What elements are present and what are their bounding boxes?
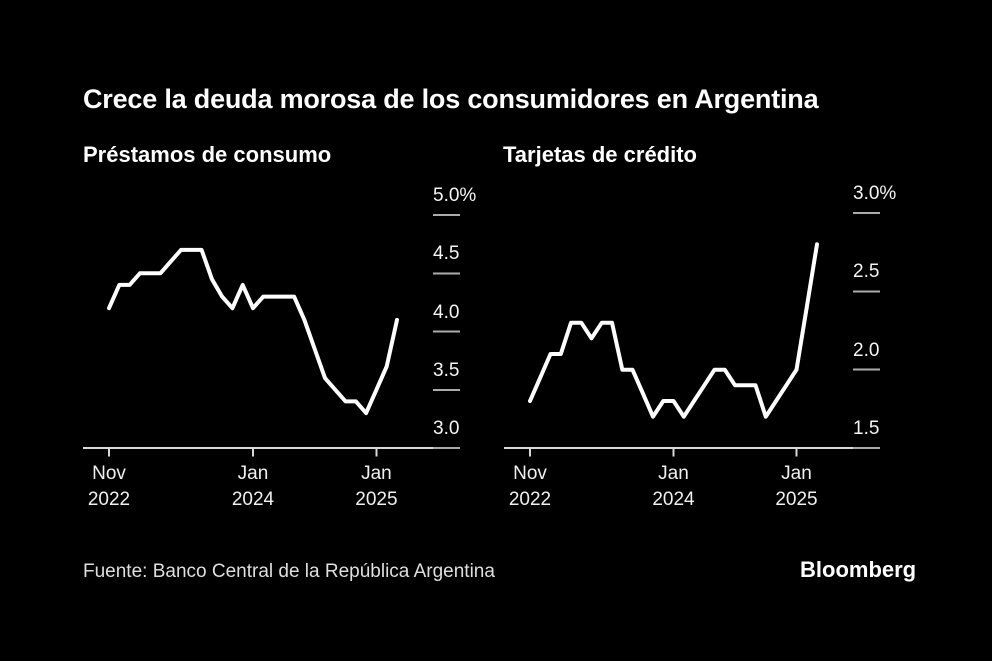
- y-tick-label: 4.5: [433, 243, 460, 265]
- source-text: Fuente: Banco Central de la República Ar…: [83, 561, 495, 582]
- y-tick-label: 2.0: [853, 339, 880, 361]
- data-line-prestamos: [107, 247, 399, 416]
- panel-title-prestamos-de-consumo: Préstamos de consumo: [83, 142, 332, 167]
- x-tick-label-month: Jan: [658, 463, 689, 484]
- x-tick-label: Jan 2024: [652, 461, 694, 513]
- x-tick-label-year: 2024: [652, 489, 695, 510]
- x-tick-label-month: Nov: [92, 463, 126, 484]
- x-tick-label-month: Jan: [781, 463, 812, 484]
- x-tick-label: Nov 2022: [88, 461, 130, 513]
- x-tick-label-year: 2022: [508, 489, 552, 510]
- y-tick-label: 2.5: [853, 261, 880, 283]
- x-tick-label-year: 2022: [87, 489, 131, 510]
- data-line-tarjetas: [528, 242, 819, 419]
- x-tick-label: Jan 2025: [355, 461, 397, 513]
- x-tick-label: Jan 2024: [232, 461, 274, 513]
- bloomberg-logo: Bloomberg: [800, 557, 917, 582]
- panel-title-tarjetas-de-credito: Tarjetas de crédito: [503, 142, 697, 167]
- x-tick-label: Jan 2025: [775, 461, 817, 513]
- y-tick-label: 3.0: [433, 418, 460, 439]
- y-tick-label: 1.5: [853, 418, 880, 439]
- y-tick-label: 4.0: [433, 301, 460, 323]
- y-tick-label: 3.5: [433, 359, 460, 381]
- x-tick-label: Nov 2022: [509, 461, 551, 513]
- y-tick-label: 5.0%: [433, 185, 477, 206]
- x-tick-label-month: Jan: [237, 463, 269, 484]
- x-tick-label-year: 2025: [355, 489, 398, 510]
- x-tick-label-year: 2024: [231, 489, 275, 510]
- x-tick-label-month: Jan: [361, 463, 392, 484]
- x-tick-label-year: 2025: [775, 489, 818, 510]
- y-tick-label: 3.0%: [853, 183, 897, 204]
- page-title: Crece la deuda morosa de los consumidore…: [83, 84, 819, 114]
- x-tick-label-month: Nov: [513, 463, 547, 484]
